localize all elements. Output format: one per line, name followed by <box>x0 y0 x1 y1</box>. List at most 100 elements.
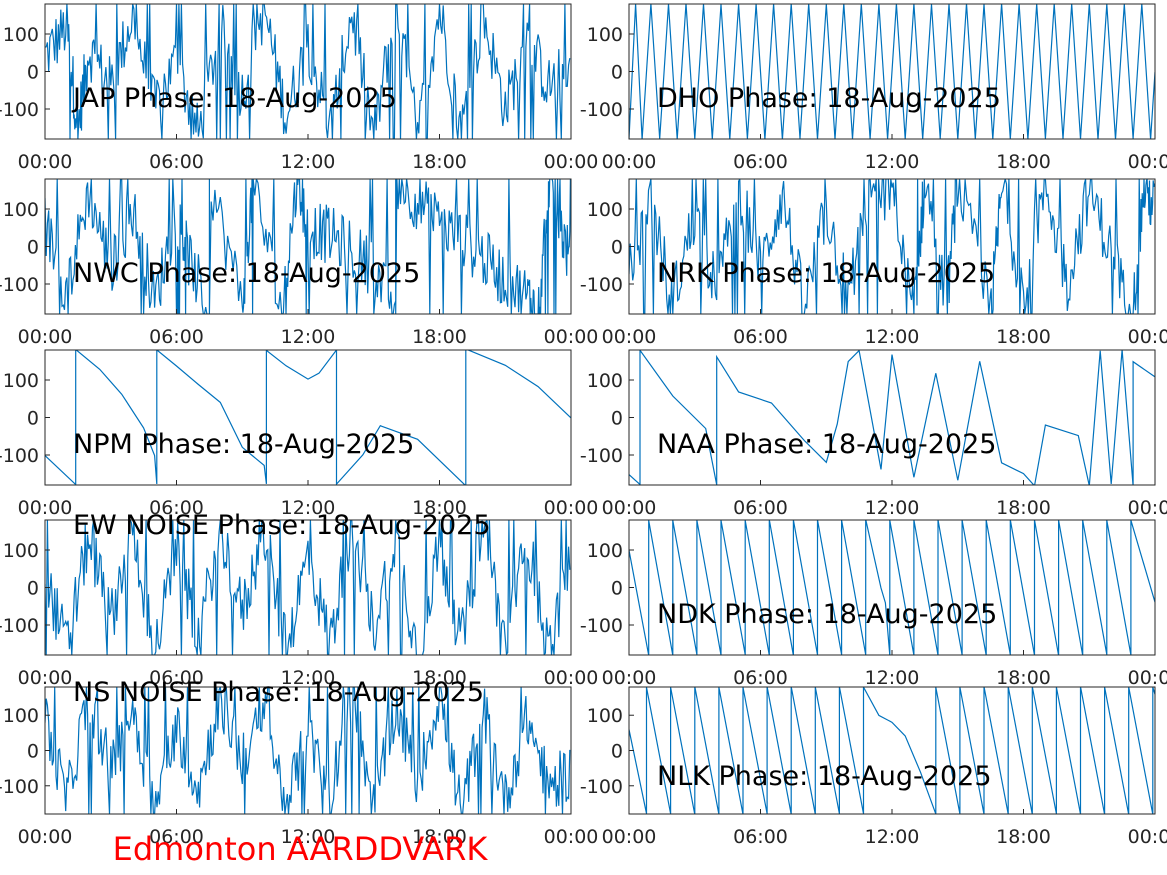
panel-8: 100 0 -100 00:00 06:00 12:00 18:00 00:00 NDK Pha… <box>580 519 1167 689</box>
panel-3: 100 0 -100 00:00 06:00 12:00 18:00 00:00 NWC Pha… <box>0 178 599 348</box>
panel-title: NDK Phase: 18-Aug-2025 <box>657 599 997 630</box>
panel-title: EW NOISE Phase: 18-Aug-2025 <box>73 510 491 541</box>
x-tick-label: 00:00 <box>18 667 73 689</box>
phase-trace <box>45 179 571 314</box>
y-tick-label: 0 <box>27 408 39 430</box>
phase-trace <box>629 687 1155 814</box>
phase-trace <box>629 179 1155 314</box>
y-tick-label: 100 <box>3 370 39 392</box>
x-tick-label: 00:00 <box>1128 151 1167 173</box>
x-tick-label: 18:00 <box>996 667 1051 689</box>
phase-trace <box>629 520 1155 655</box>
panel-4: 100 0 -100 00:00 06:00 12:00 18:00 00:00 NRK Pha… <box>580 178 1167 348</box>
x-tick-label: 18:00 <box>412 326 467 348</box>
y-tick-label: -100 <box>580 445 623 467</box>
y-tick-label: 100 <box>3 199 39 221</box>
y-tick-label: -100 <box>0 776 39 798</box>
phase-trace <box>45 350 571 485</box>
y-tick-label: -100 <box>0 615 39 637</box>
y-tick-label: -100 <box>580 99 623 121</box>
phase-trace <box>45 520 571 655</box>
x-tick-label: 00:00 <box>18 497 73 519</box>
y-tick-label: 0 <box>27 578 39 600</box>
panel-2: 100 0 -100 00:00 06:00 12:00 18:00 00:00 DHO Pha… <box>580 3 1167 173</box>
y-tick-label: 100 <box>587 24 623 46</box>
y-tick-label: 0 <box>27 237 39 259</box>
x-tick-label: 18:00 <box>412 826 467 848</box>
y-tick-label: 0 <box>27 741 39 763</box>
y-tick-label: 0 <box>611 741 623 763</box>
x-tick-label: 12:00 <box>865 667 920 689</box>
panel-title: DHO Phase: 18-Aug-2025 <box>657 83 1001 114</box>
y-tick-label: -100 <box>0 445 39 467</box>
x-tick-label: 00:00 <box>18 326 73 348</box>
x-tick-label: 00:00 <box>602 667 657 689</box>
x-tick-label: 00:00 <box>544 826 599 848</box>
x-tick-label: 06:00 <box>733 497 788 519</box>
y-tick-label: 100 <box>587 199 623 221</box>
panel-title: JAP Phase: 18-Aug-2025 <box>71 83 397 114</box>
y-tick-label: -100 <box>580 274 623 296</box>
axes-box <box>628 178 1156 315</box>
x-tick-label: 12:00 <box>281 326 336 348</box>
x-tick-label: 18:00 <box>996 826 1051 848</box>
x-tick-label: 00:00 <box>18 826 73 848</box>
y-tick-label: -100 <box>580 615 623 637</box>
x-tick-label: 18:00 <box>996 326 1051 348</box>
panel-5: 100 0 -100 00:00 06:00 12:00 18:00 00:00 NPM Pha… <box>0 349 598 519</box>
panel-title: NAA Phase: 18-Aug-2025 <box>657 429 996 460</box>
y-tick-label: 0 <box>611 578 623 600</box>
x-tick-label: 12:00 <box>281 497 336 519</box>
y-tick-label: 100 <box>3 24 39 46</box>
x-tick-label: 12:00 <box>865 151 920 173</box>
x-tick-label: 00:00 <box>544 497 599 519</box>
y-tick-label: 100 <box>3 540 39 562</box>
x-tick-label: 06:00 <box>733 826 788 848</box>
x-tick-label: 12:00 <box>281 826 336 848</box>
phase-trace <box>629 350 1155 485</box>
y-tick-label: -100 <box>0 274 39 296</box>
x-tick-label: 00:00 <box>602 326 657 348</box>
x-tick-label: 00:00 <box>1128 667 1167 689</box>
panel-title: NRK Phase: 18-Aug-2025 <box>657 258 995 289</box>
y-tick-label: 100 <box>587 705 623 727</box>
phase-trace <box>629 4 1155 139</box>
panel-title: NWC Phase: 18-Aug-2025 <box>73 258 420 289</box>
x-tick-label: 06:00 <box>149 667 204 689</box>
y-tick-label: 0 <box>611 408 623 430</box>
x-tick-label: 06:00 <box>149 497 204 519</box>
x-tick-label: 12:00 <box>865 497 920 519</box>
x-tick-label: 06:00 <box>733 326 788 348</box>
x-tick-label: 06:00 <box>149 826 204 848</box>
panel-7: 100 0 -100 00:00 06:00 12:00 18:00 00:00 EW NOIS… <box>0 510 598 689</box>
x-tick-label: 18:00 <box>412 497 467 519</box>
panel-title: NPM Phase: 18-Aug-2025 <box>73 429 414 460</box>
x-tick-label: 00:00 <box>544 667 599 689</box>
x-tick-label: 00:00 <box>602 151 657 173</box>
phase-trace <box>45 4 571 139</box>
x-tick-label: 00:00 <box>544 326 599 348</box>
y-tick-label: 0 <box>611 62 623 84</box>
footer-label: Edmonton AARDDVARK <box>113 830 489 868</box>
x-tick-label: 18:00 <box>996 151 1051 173</box>
x-tick-label: 00:00 <box>1128 326 1167 348</box>
y-tick-label: 100 <box>3 705 39 727</box>
y-tick-label: -100 <box>0 99 39 121</box>
x-tick-label: 00:00 <box>602 826 657 848</box>
x-tick-label: 00:00 <box>18 151 73 173</box>
axes-box <box>628 519 1156 656</box>
x-tick-label: 06:00 <box>733 667 788 689</box>
x-tick-label: 12:00 <box>281 667 336 689</box>
y-tick-label: 100 <box>587 540 623 562</box>
x-tick-label: 00:00 <box>544 151 599 173</box>
phase-trace <box>45 687 571 814</box>
panel-title: NLK Phase: 18-Aug-2025 <box>657 761 992 792</box>
x-tick-label: 06:00 <box>149 151 204 173</box>
x-tick-label: 18:00 <box>412 151 467 173</box>
panel-10: 100 0 -100 00:00 06:00 12:00 18:00 00:00 NLK Pha… <box>580 686 1167 848</box>
axes-box <box>628 686 1156 815</box>
panel-1: 100 0 -100 00:00 06:00 12:00 18:00 00:00 JAP Pha… <box>0 3 599 173</box>
x-tick-label: 18:00 <box>412 667 467 689</box>
x-tick-label: 18:00 <box>996 497 1051 519</box>
